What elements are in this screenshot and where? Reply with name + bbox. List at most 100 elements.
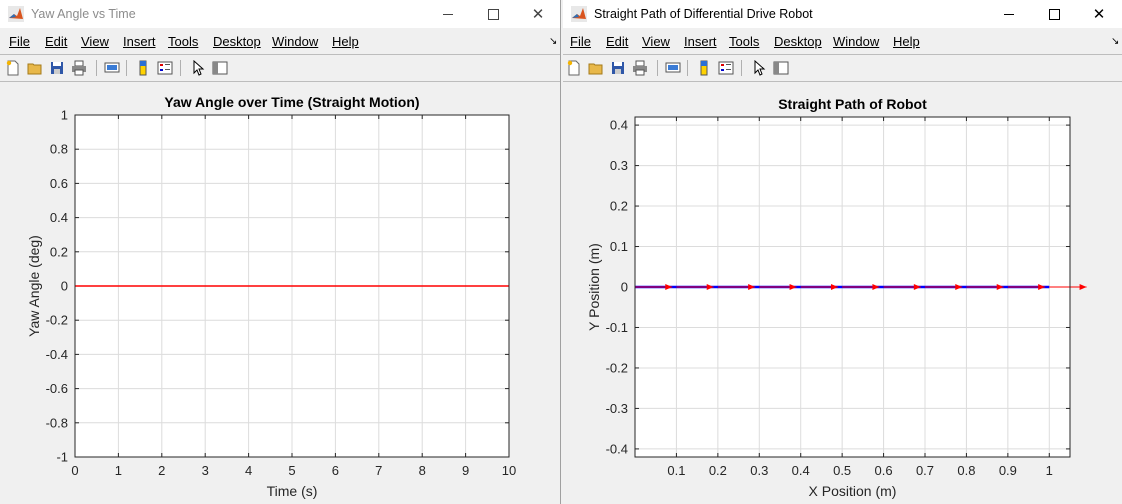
y-tick-label: 0.1 bbox=[610, 239, 628, 254]
x-tick-label: 4 bbox=[245, 463, 252, 478]
menu-window[interactable]: Window bbox=[833, 34, 880, 49]
close-button[interactable]: ✕ bbox=[515, 0, 560, 28]
minimize-button[interactable] bbox=[425, 0, 471, 28]
y-tick-label: -0.6 bbox=[46, 381, 68, 396]
menu-separator bbox=[0, 54, 560, 55]
heading-arrowhead bbox=[996, 284, 1004, 290]
maximize-button[interactable] bbox=[470, 0, 516, 28]
x-tick-label: 6 bbox=[332, 463, 339, 478]
x-tick-label: 0.1 bbox=[667, 463, 685, 478]
print-icon[interactable] bbox=[631, 59, 649, 77]
x-axis-label: X Position (m) bbox=[809, 483, 897, 499]
dock-arrow-icon[interactable]: ↘ bbox=[1111, 36, 1120, 47]
toolbar-separator bbox=[126, 60, 127, 76]
toolbar-separator bbox=[96, 60, 97, 76]
y-tick-label: -1 bbox=[56, 450, 68, 465]
x-tick-label: 7 bbox=[375, 463, 382, 478]
y-tick-label: 0.4 bbox=[610, 118, 628, 133]
menu-bar: File Edit View Insert Tools Desktop Wind… bbox=[563, 28, 1122, 54]
heading-arrowhead bbox=[1079, 284, 1087, 290]
property-editor-icon[interactable] bbox=[211, 59, 229, 77]
chart-title: Straight Path of Robot bbox=[778, 96, 927, 112]
heading-arrowhead bbox=[789, 284, 797, 290]
menu-view[interactable]: View bbox=[642, 34, 670, 49]
heading-arrowhead bbox=[1038, 284, 1046, 290]
y-tick-label: 0.2 bbox=[50, 244, 68, 259]
window-title: Straight Path of Differential Drive Robo… bbox=[594, 7, 813, 21]
menu-tools[interactable]: Tools bbox=[168, 34, 199, 49]
y-tick-label: 0.8 bbox=[50, 142, 68, 157]
y-axis-label: Yaw Angle (deg) bbox=[26, 235, 42, 337]
y-tick-label: -0.4 bbox=[46, 347, 68, 362]
x-tick-label: 8 bbox=[419, 463, 426, 478]
x-tick-label: 1 bbox=[115, 463, 122, 478]
menu-desktop[interactable]: Desktop bbox=[213, 34, 261, 49]
menu-window[interactable]: Window bbox=[272, 34, 319, 49]
menu-file[interactable]: File bbox=[570, 34, 591, 49]
yaw-chart[interactable]: 0 1 2 3 4 5 6 7 8 9 10 -1 -0.8 -0.6 -0.4 -0.2 0 0.2 0.4 0.6… bbox=[0, 84, 561, 504]
new-figure-icon[interactable] bbox=[4, 59, 22, 77]
x-tick-label: 10 bbox=[502, 463, 516, 478]
x-tick-label: 0.9 bbox=[999, 463, 1017, 478]
colorbar-icon[interactable] bbox=[695, 59, 713, 77]
menu-desktop[interactable]: Desktop bbox=[774, 34, 822, 49]
close-icon: ✕ bbox=[1092, 6, 1106, 23]
legend-icon[interactable] bbox=[156, 59, 174, 77]
y-tick-label: 0.4 bbox=[50, 210, 68, 225]
new-figure-icon[interactable] bbox=[565, 59, 583, 77]
y-tick-label: 0.3 bbox=[610, 158, 628, 173]
y-tick-label: -0.3 bbox=[606, 401, 628, 416]
menu-insert[interactable]: Insert bbox=[684, 34, 717, 49]
menu-file[interactable]: File bbox=[9, 34, 30, 49]
y-tick-label: -0.2 bbox=[606, 360, 628, 375]
menu-view[interactable]: View bbox=[81, 34, 109, 49]
matlab-logo-icon bbox=[571, 6, 587, 22]
save-icon[interactable] bbox=[48, 59, 66, 77]
y-tick-label: 0.6 bbox=[50, 176, 68, 191]
colorbar-icon[interactable] bbox=[134, 59, 152, 77]
y-tick-label: -0.1 bbox=[606, 320, 628, 335]
yaw-figure-window: Yaw Angle vs Time ✕ File Edit View Inser… bbox=[0, 0, 561, 504]
legend-icon[interactable] bbox=[717, 59, 735, 77]
heading-arrowhead bbox=[913, 284, 921, 290]
print-preview-icon[interactable] bbox=[664, 59, 682, 77]
path-chart[interactable]: 0.1 0.2 0.3 0.4 0.5 0.6 0.7 0.8 0.9 1 -0.4 -0.3 -0.2… bbox=[563, 84, 1122, 504]
x-tick-label: 3 bbox=[202, 463, 209, 478]
open-folder-icon[interactable] bbox=[26, 59, 44, 77]
y-tick-label: -0.8 bbox=[46, 415, 68, 430]
x-tick-label: 0.6 bbox=[875, 463, 893, 478]
y-tick-label: -0.2 bbox=[46, 313, 68, 328]
maximize-button[interactable] bbox=[1031, 0, 1077, 28]
menu-tools[interactable]: Tools bbox=[729, 34, 760, 49]
pointer-icon[interactable] bbox=[750, 59, 768, 77]
toolbar-separator bbox=[741, 60, 742, 76]
menu-edit[interactable]: Edit bbox=[45, 34, 68, 49]
x-axis-label: Time (s) bbox=[267, 483, 318, 499]
menu-separator bbox=[563, 54, 1122, 55]
toolbar-bottom-separator bbox=[0, 81, 560, 82]
property-editor-icon[interactable] bbox=[772, 59, 790, 77]
print-preview-icon[interactable] bbox=[103, 59, 121, 77]
title-bar[interactable]: Straight Path of Differential Drive Robo… bbox=[563, 0, 1122, 28]
x-tick-label: 9 bbox=[462, 463, 469, 478]
print-icon[interactable] bbox=[70, 59, 88, 77]
menu-edit[interactable]: Edit bbox=[606, 34, 629, 49]
menu-help[interactable]: Help bbox=[893, 34, 920, 49]
x-tick-label: 2 bbox=[158, 463, 165, 478]
open-folder-icon[interactable] bbox=[587, 59, 605, 77]
dock-arrow-icon[interactable]: ↘ bbox=[549, 36, 558, 47]
x-tick-label: 0.3 bbox=[750, 463, 768, 478]
save-icon[interactable] bbox=[609, 59, 627, 77]
minimize-button[interactable] bbox=[986, 0, 1032, 28]
close-button[interactable]: ✕ bbox=[1076, 0, 1122, 28]
y-tick-label: 0 bbox=[61, 279, 68, 294]
title-bar[interactable]: Yaw Angle vs Time ✕ bbox=[0, 0, 560, 28]
pointer-icon[interactable] bbox=[189, 59, 207, 77]
menu-help[interactable]: Help bbox=[332, 34, 359, 49]
x-tick-label: 0.5 bbox=[833, 463, 851, 478]
chart-title: Yaw Angle over Time (Straight Motion) bbox=[164, 94, 419, 110]
matlab-logo-icon bbox=[8, 6, 24, 22]
menu-insert[interactable]: Insert bbox=[123, 34, 156, 49]
x-tick-label: 1 bbox=[1046, 463, 1053, 478]
axes-frame bbox=[74, 114, 510, 458]
